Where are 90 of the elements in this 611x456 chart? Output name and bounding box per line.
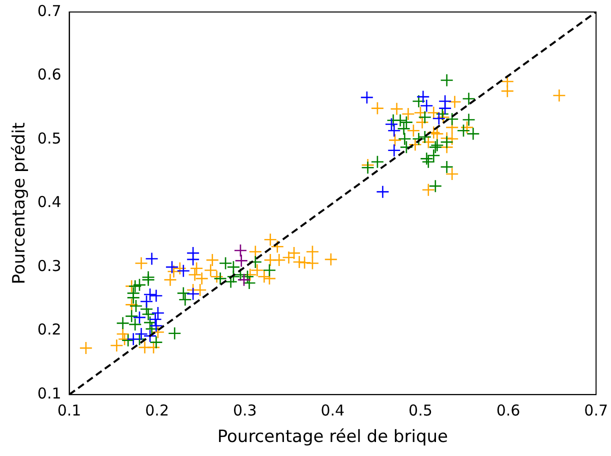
point bbox=[143, 288, 157, 302]
point bbox=[128, 280, 142, 293]
point bbox=[412, 94, 426, 108]
point bbox=[240, 270, 254, 284]
x-tick-label: 0.1 bbox=[57, 401, 82, 420]
point bbox=[129, 299, 143, 313]
point bbox=[150, 336, 163, 349]
point bbox=[384, 118, 398, 131]
point bbox=[387, 124, 401, 138]
point bbox=[128, 318, 142, 332]
point bbox=[186, 252, 200, 266]
point bbox=[400, 116, 414, 129]
point bbox=[145, 322, 158, 336]
point bbox=[456, 124, 470, 138]
point bbox=[148, 312, 162, 326]
y-axis-title: Pourcentage prédit bbox=[10, 122, 30, 284]
point bbox=[398, 132, 412, 146]
point bbox=[432, 112, 446, 126]
point bbox=[440, 135, 454, 149]
point bbox=[226, 270, 240, 284]
point bbox=[151, 306, 165, 320]
point bbox=[143, 329, 157, 343]
point bbox=[462, 92, 476, 106]
y-tick-label: 0.1 bbox=[37, 384, 62, 402]
point bbox=[150, 289, 163, 302]
point bbox=[462, 113, 476, 126]
y-tick-label: 0.4 bbox=[37, 193, 62, 212]
x-tick-label: 0.2 bbox=[145, 401, 169, 420]
point bbox=[394, 114, 407, 128]
x-tick-label: 0.6 bbox=[496, 401, 520, 420]
x-axis-title: Pourcentage réel de brique bbox=[217, 427, 448, 448]
y-tick-label: 0.5 bbox=[37, 129, 62, 148]
point bbox=[438, 102, 452, 115]
point bbox=[426, 148, 440, 162]
point bbox=[116, 316, 130, 330]
point bbox=[224, 275, 238, 288]
point bbox=[412, 132, 426, 146]
point bbox=[176, 264, 190, 278]
point bbox=[132, 278, 146, 292]
y-tick-label: 0.7 bbox=[37, 2, 62, 20]
point bbox=[132, 310, 146, 324]
point bbox=[165, 260, 179, 274]
point bbox=[418, 130, 432, 144]
point bbox=[186, 287, 200, 300]
point bbox=[387, 144, 401, 158]
point bbox=[134, 327, 148, 341]
point bbox=[242, 276, 256, 290]
y-tick-label: 0.2 bbox=[37, 320, 62, 339]
point bbox=[420, 99, 434, 112]
point bbox=[420, 152, 434, 166]
point bbox=[440, 160, 454, 174]
x-tick-label: 0.5 bbox=[408, 401, 432, 420]
point bbox=[140, 294, 154, 308]
point bbox=[445, 112, 459, 126]
point bbox=[214, 272, 227, 286]
point bbox=[150, 319, 163, 332]
point bbox=[428, 179, 442, 193]
point bbox=[416, 90, 430, 104]
point bbox=[440, 74, 454, 87]
point bbox=[142, 308, 155, 321]
x-tick-label: 0.3 bbox=[232, 401, 257, 420]
point bbox=[168, 326, 182, 340]
x-tick-label: 0.7 bbox=[584, 401, 608, 420]
point bbox=[126, 332, 140, 346]
y-tick-label: 0.3 bbox=[37, 256, 62, 275]
point bbox=[361, 160, 374, 174]
point bbox=[121, 334, 135, 348]
point bbox=[176, 286, 190, 300]
point bbox=[124, 310, 138, 323]
point bbox=[422, 155, 436, 168]
point bbox=[466, 127, 480, 140]
point bbox=[400, 140, 414, 154]
point bbox=[397, 122, 410, 136]
point bbox=[237, 273, 251, 286]
point bbox=[178, 292, 192, 306]
point bbox=[262, 264, 276, 277]
point bbox=[360, 90, 374, 104]
point bbox=[142, 273, 155, 286]
point bbox=[370, 155, 384, 168]
point bbox=[126, 291, 140, 304]
point bbox=[418, 110, 432, 124]
point bbox=[436, 107, 450, 121]
point bbox=[145, 252, 158, 266]
point bbox=[143, 316, 157, 330]
point bbox=[376, 185, 390, 198]
y-tick-label: 0.6 bbox=[37, 66, 62, 84]
x-tick-label: 0.4 bbox=[320, 401, 345, 420]
point bbox=[234, 254, 248, 268]
point bbox=[248, 255, 262, 269]
point bbox=[234, 244, 248, 258]
